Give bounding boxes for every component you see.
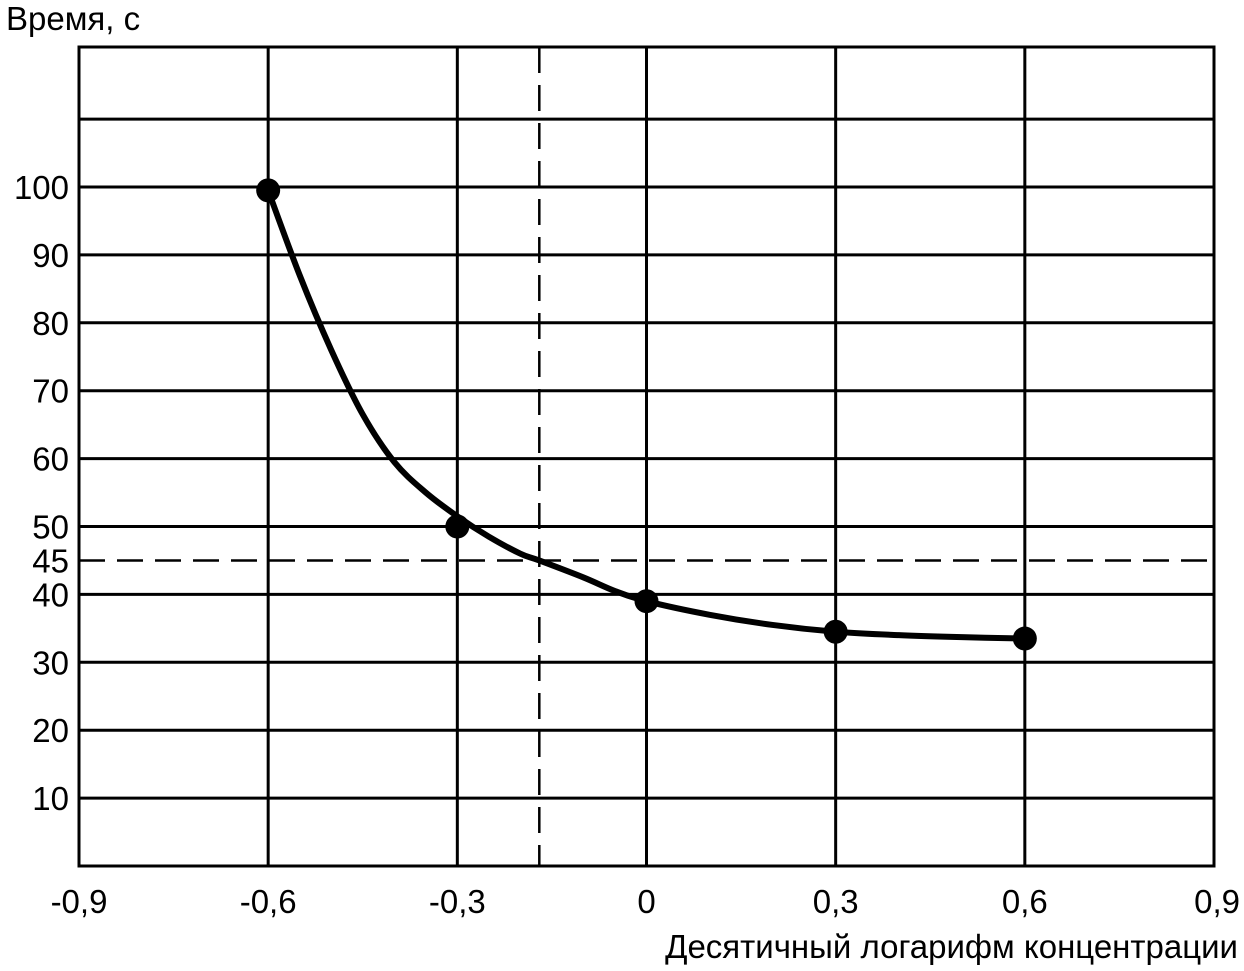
- x-tick-label: -0,6: [240, 883, 297, 920]
- y-tick-label: 80: [32, 305, 69, 342]
- y-tick-label: 60: [32, 441, 69, 478]
- x-tick-label: -0,3: [429, 883, 486, 920]
- y-tick-label: 20: [32, 712, 69, 749]
- data-point: [823, 619, 848, 644]
- data-point: [256, 178, 281, 203]
- data-points: [256, 178, 1037, 651]
- y-tick-label: 100: [14, 169, 69, 206]
- x-tick-labels: -0,9 -0,6 -0,3 0 0,3 0,6 0,9: [51, 883, 1240, 920]
- y-tick-label: 70: [32, 373, 69, 410]
- data-point: [634, 589, 659, 614]
- y-tick-label: 45: [32, 542, 69, 579]
- y-axis-title: Время, с: [6, 0, 140, 37]
- x-tick-label: -0,9: [51, 883, 108, 920]
- reference-lines: [79, 47, 1214, 866]
- x-axis-title: Десятичный логарифм концентрации: [665, 928, 1238, 965]
- data-point: [445, 514, 470, 539]
- y-tick-label: 40: [32, 576, 69, 613]
- grid: [77, 45, 1216, 868]
- y-tick-label: 30: [32, 644, 69, 681]
- x-tick-label: 0,3: [813, 883, 859, 920]
- y-tick-label: 10: [32, 780, 69, 817]
- x-tick-label: 0,6: [1002, 883, 1048, 920]
- x-tick-label: 0,9: [1194, 883, 1240, 920]
- y-tick-label: 90: [32, 237, 69, 274]
- y-tick-label: 50: [32, 509, 69, 546]
- data-point: [1012, 626, 1037, 651]
- x-tick-label: 0: [637, 883, 655, 920]
